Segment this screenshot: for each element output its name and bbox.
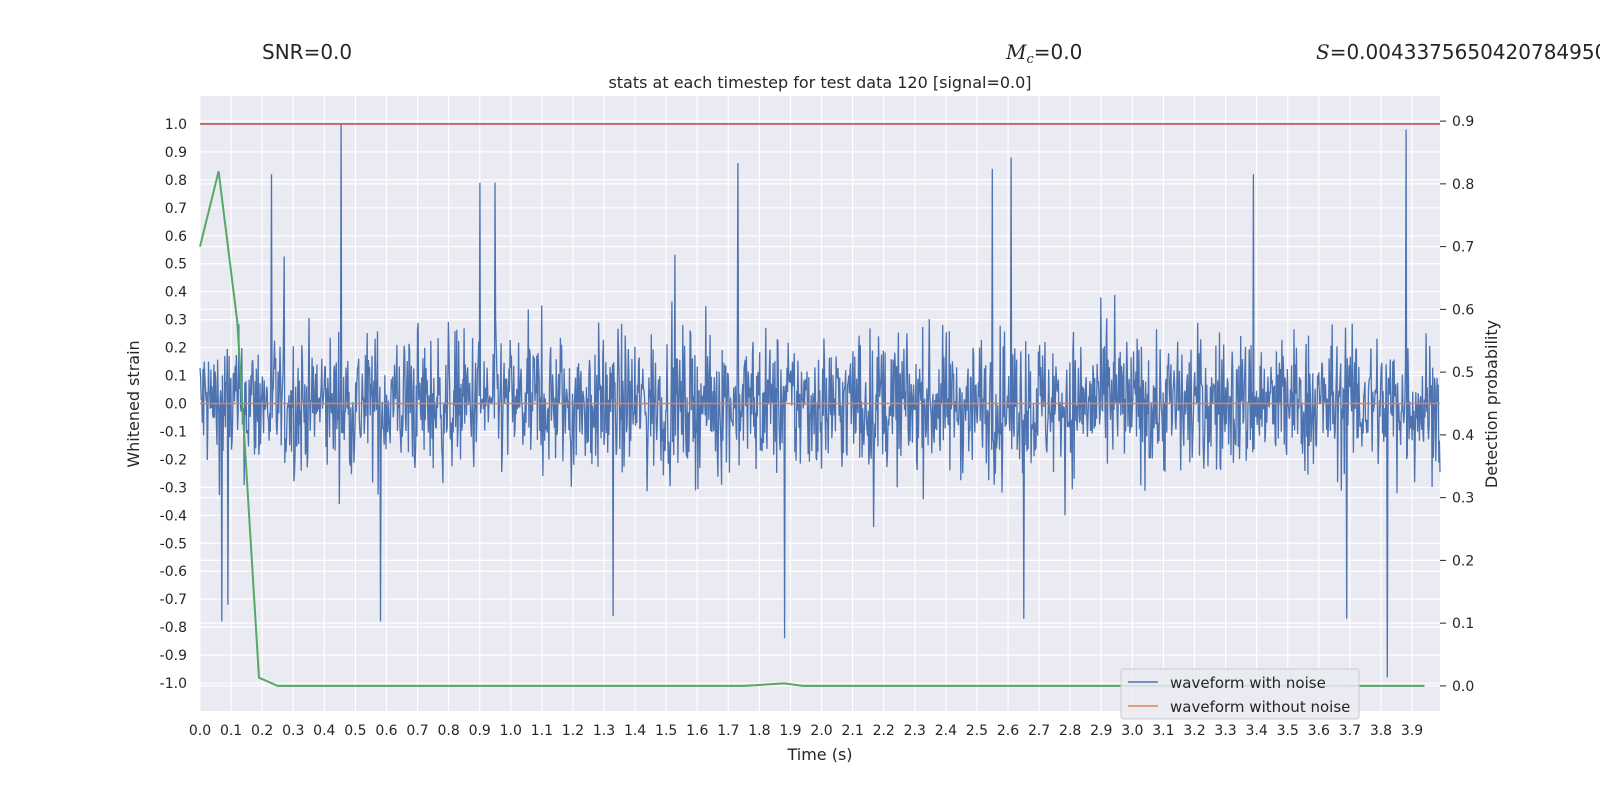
legend: waveform with noise waveform without noi… (1120, 668, 1360, 720)
x-tick-label: 2.8 (1059, 723, 1081, 739)
x-tick-label: 0.7 (406, 723, 428, 739)
y2-axis-label: Detection probability (1482, 320, 1501, 488)
x-tick-label: 3.2 (1183, 723, 1205, 739)
ticks: 0.0 0.1 0.2 0.3 0.4 0.5 0.6 0.7 0.8 0.9 1.0 1.1 1.2 1… (160, 114, 1475, 739)
snr-header: SNR=0.0 (262, 40, 352, 64)
chirp-mass-header: Mc=0.0 (1006, 40, 1082, 67)
y2-tick-label: 0.5 (1452, 365, 1474, 381)
x-tick-label: 1.1 (531, 723, 553, 739)
x-tick-label: 0.0 (189, 723, 211, 739)
snr-value: =0.0 (303, 40, 353, 64)
y-tick-label: 0.0 (165, 397, 187, 413)
x-tick-label: 1.3 (593, 723, 615, 739)
y-tick-label: -0.5 (160, 536, 187, 552)
x-axis-label: Time (s) (786, 745, 852, 764)
x-tick-label: 3.8 (1370, 723, 1392, 739)
x-tick-label: 0.3 (282, 723, 304, 739)
x-tick-label: 3.5 (1277, 723, 1299, 739)
y-tick-label: 0.4 (165, 285, 187, 301)
y-tick-label: -0.7 (160, 592, 187, 608)
y2-tick-label: 0.4 (1452, 428, 1474, 444)
y-tick-label: 0.9 (165, 145, 187, 161)
chart-title: stats at each timestep for test data 120… (608, 73, 1031, 92)
x-tick-label: 3.4 (1246, 723, 1268, 739)
x-tick-label: 1.9 (779, 723, 801, 739)
y-tick-label: 0.5 (165, 257, 187, 273)
x-tick-label: 2.6 (997, 723, 1019, 739)
x-tick-label: 0.4 (313, 723, 335, 739)
x-tick-label: 2.9 (1090, 723, 1112, 739)
x-tick-label: 3.0 (1121, 723, 1143, 739)
y-tick-label: 0.3 (165, 313, 187, 329)
y2-tick-label: 0.3 (1452, 491, 1474, 507)
mc-subscript: c (1026, 52, 1034, 67)
series-noise-line (199, 123, 1441, 678)
y-tick-label: 0.6 (165, 229, 187, 245)
x-tick-label: 3.9 (1401, 723, 1423, 739)
y2-tick-label: 0.1 (1452, 616, 1474, 632)
grid (199, 96, 1440, 711)
y2-tick-label: 0.6 (1452, 302, 1474, 318)
x-tick-label: 2.0 (810, 723, 832, 739)
y-tick-label: 0.8 (165, 173, 187, 189)
y-tick-label: 0.7 (165, 201, 187, 217)
mc-value: =0.0 (1033, 40, 1083, 64)
x-tick-label: 2.3 (904, 723, 926, 739)
s-symbol: S (1316, 40, 1330, 64)
x-tick-label: 2.4 (935, 723, 957, 739)
x-tick-label: 2.2 (873, 723, 895, 739)
x-tick-label: 1.4 (624, 723, 646, 739)
x-tick-label: 2.1 (841, 723, 863, 739)
s-value: =0.0043375650420784950 (1329, 40, 1600, 64)
y-tick-label: -0.2 (160, 452, 187, 468)
y-tick-label: 1.0 (165, 117, 187, 133)
x-tick-label: 3.1 (1152, 723, 1174, 739)
y2-tick-label: 0.9 (1452, 114, 1474, 130)
mc-symbol: M (1006, 40, 1027, 64)
y2-tick-label: 0.8 (1452, 177, 1474, 193)
x-tick-label: 1.0 (500, 723, 522, 739)
y2-tick-label: 0.0 (1452, 679, 1474, 695)
x-tick-label: 1.2 (562, 723, 584, 739)
x-tick-label: 1.8 (748, 723, 770, 739)
legend-label-noise: waveform with noise (1170, 674, 1326, 692)
y-tick-label: -0.4 (160, 508, 187, 524)
y-tick-label: 0.1 (165, 369, 187, 385)
x-tick-label: 0.1 (220, 723, 242, 739)
x-tick-label: 0.6 (375, 723, 397, 739)
x-tick-label: 1.6 (686, 723, 708, 739)
y-tick-label: -0.3 (160, 480, 187, 496)
x-tick-label: 2.5 (966, 723, 988, 739)
x-tick-label: 0.8 (437, 723, 459, 739)
s-header: S=0.0043375650420784950 (1316, 40, 1600, 64)
y-tick-label: 0.2 (165, 341, 187, 357)
x-tick-label: 1.5 (655, 723, 677, 739)
y-tick-label: -1.0 (160, 676, 187, 692)
snr-label: SNR (262, 40, 304, 64)
x-tick-label: 2.7 (1028, 723, 1050, 739)
y-tick-label: -0.1 (160, 424, 187, 440)
y-tick-label: -0.9 (160, 648, 187, 664)
x-tick-label: 3.7 (1339, 723, 1361, 739)
x-tick-label: 3.6 (1308, 723, 1330, 739)
x-tick-label: 1.7 (717, 723, 739, 739)
y2-tick-label: 0.7 (1452, 240, 1474, 256)
y2-tick-label: 0.2 (1452, 553, 1474, 569)
x-tick-label: 3.3 (1214, 723, 1236, 739)
y-tick-label: -0.6 (160, 564, 187, 580)
x-tick-label: 0.5 (344, 723, 366, 739)
legend-label-clean: waveform without noise (1170, 698, 1350, 716)
x-tick-label: 0.2 (251, 723, 273, 739)
legend-box (1120, 668, 1360, 720)
y-axis-label: Whitened strain (124, 340, 143, 467)
x-tick-label: 0.9 (469, 723, 491, 739)
y-tick-label: -0.8 (160, 620, 187, 636)
